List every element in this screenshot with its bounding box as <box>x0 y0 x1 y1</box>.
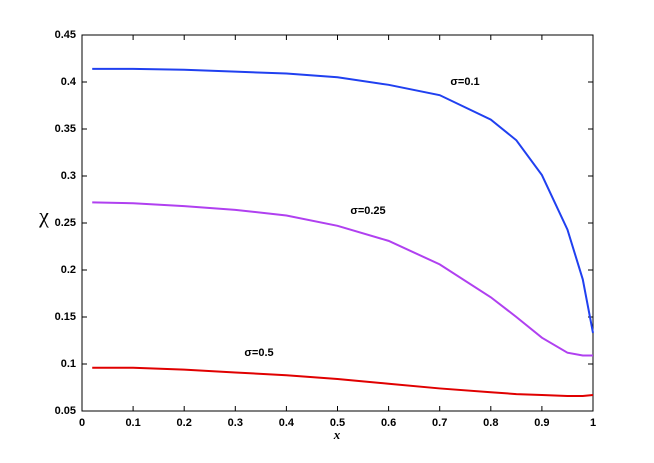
y-tick-label: 0.15 <box>55 311 76 323</box>
y-axis-label: χ <box>38 203 49 228</box>
x-tick-label: 0 <box>79 417 85 429</box>
x-axis-label: x <box>333 427 341 442</box>
line-series <box>92 67 594 334</box>
y-tick-label: 0.05 <box>55 405 76 417</box>
plot-frame <box>81 34 594 412</box>
x-tick-label: 0.7 <box>432 417 447 429</box>
x-tick-label: 0.1 <box>125 417 140 429</box>
x-tick-label: 0.9 <box>534 417 549 429</box>
line-series <box>92 366 594 397</box>
line-series <box>92 201 593 357</box>
x-tick-label: 0.2 <box>177 417 192 429</box>
y-tick-label: 0.35 <box>55 123 76 135</box>
y-tick-label: 0.45 <box>55 29 76 41</box>
x-tick-label: 0.8 <box>483 417 498 429</box>
x-tick-label: 0.4 <box>279 417 295 429</box>
y-tick-label: 0.25 <box>55 217 76 229</box>
x-tick-label: 0.5 <box>330 417 345 429</box>
x-tick-label: 0.3 <box>228 417 243 429</box>
series-label: σ=0.5 <box>244 347 273 359</box>
series-label: σ=0.25 <box>350 205 385 217</box>
series-label: σ=0.1 <box>450 76 479 88</box>
y-tick-label: 0.3 <box>61 170 76 182</box>
x-tick-label: 1 <box>590 417 596 429</box>
y-tick-label: 0.1 <box>61 358 76 370</box>
x-tick-label: 0.6 <box>381 417 396 429</box>
y-tick-label: 0.2 <box>61 264 76 276</box>
y-tick-label: 0.4 <box>61 76 77 88</box>
